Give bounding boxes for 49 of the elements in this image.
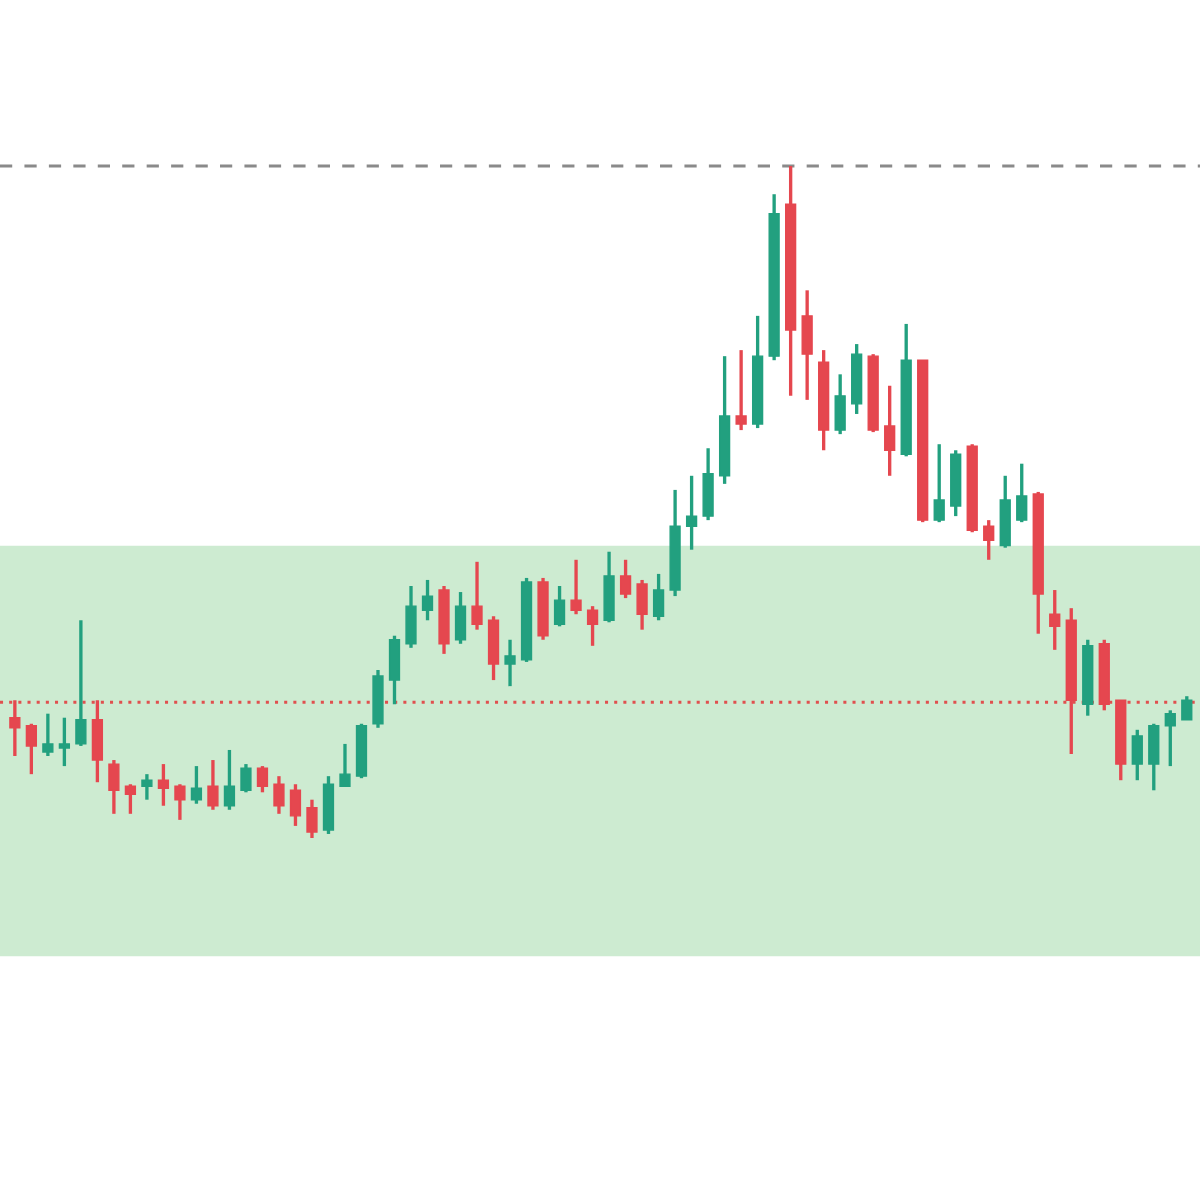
- candlestick: [454, 590, 467, 646]
- candlestick: [487, 614, 500, 682]
- candlestick: [240, 762, 252, 794]
- candlestick: [306, 798, 318, 840]
- candlestick: [58, 716, 71, 768]
- candlestick: [1131, 728, 1143, 782]
- candlestick: [421, 578, 434, 622]
- candlestick: [157, 762, 170, 808]
- candlestick: [124, 782, 137, 816]
- candlestick: [999, 474, 1011, 550]
- candlestick: [190, 764, 203, 806]
- candlestick: [141, 772, 153, 802]
- candlestick: [553, 584, 566, 628]
- candlestick: [586, 604, 599, 648]
- candlestick: [174, 782, 186, 822]
- candlestick: [933, 442, 945, 524]
- candlestick: [1049, 588, 1061, 652]
- candlestick: [405, 584, 417, 650]
- candlestick: [471, 560, 483, 632]
- candlestick: [735, 348, 747, 432]
- candlestick: [25, 722, 38, 776]
- candlestick: [42, 712, 54, 758]
- candlestick: [801, 288, 813, 402]
- candlestick: [983, 518, 995, 562]
- candlestick: [256, 764, 269, 794]
- candlestick: [1016, 462, 1028, 524]
- candlestick: [1181, 694, 1193, 722]
- candlestick: [834, 372, 846, 436]
- candlestick: [504, 638, 516, 688]
- candlestick: [372, 668, 384, 730]
- candlestick: [207, 758, 219, 812]
- candlestick: [273, 774, 285, 816]
- candlestick: [603, 550, 615, 624]
- candlestick: [619, 558, 632, 600]
- candlestick: [289, 782, 302, 828]
- candlestick: [223, 748, 236, 812]
- candlestick: [108, 758, 120, 816]
- candlestick: [570, 558, 582, 616]
- candlestick: [636, 578, 648, 632]
- candlestick: [884, 384, 896, 478]
- candlestick: [322, 774, 335, 836]
- candlestick: [339, 742, 351, 788]
- candlestick: [388, 634, 401, 706]
- candlestick: [702, 446, 714, 522]
- candlestick: [75, 618, 87, 748]
- candlestick: [1164, 708, 1176, 768]
- candlestick: [652, 572, 665, 622]
- candlestick: [685, 474, 698, 552]
- candlestick: [1148, 722, 1160, 792]
